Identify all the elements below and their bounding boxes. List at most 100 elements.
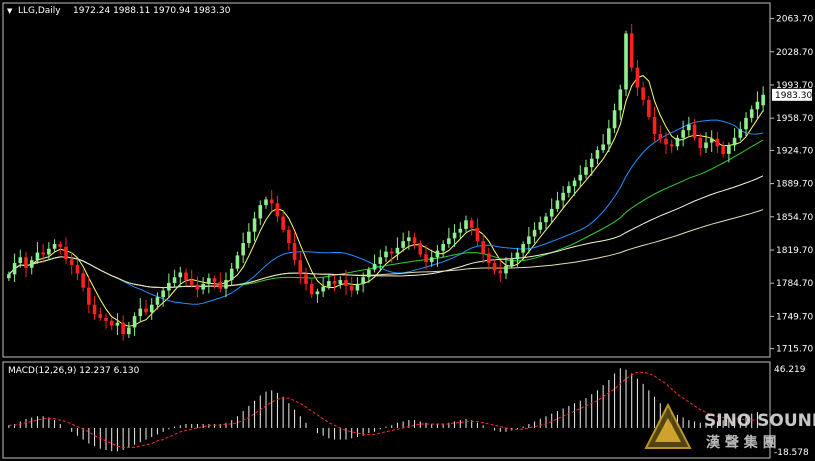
- candle-body: [669, 144, 674, 147]
- candle-body: [412, 237, 417, 244]
- candle-body: [447, 238, 451, 245]
- macd-signal-line: [8, 371, 758, 448]
- candle-body: [584, 167, 588, 175]
- price-tick-label: 1854.70: [776, 213, 813, 223]
- candle-body: [64, 246, 68, 260]
- collapse-arrow-icon[interactable]: ▼: [7, 7, 13, 15]
- candle-body: [652, 116, 657, 134]
- candle-body: [555, 200, 560, 209]
- candle-body: [229, 268, 234, 281]
- candle-body: [149, 304, 154, 313]
- candle-body: [601, 144, 605, 151]
- candle-body: [35, 252, 40, 261]
- candle-body: [589, 158, 594, 168]
- candle-body: [641, 87, 645, 100]
- candle-body: [624, 33, 628, 90]
- watermark-cjk: 漢 聲 集 團: [706, 434, 777, 451]
- candle-body: [98, 314, 103, 319]
- candle-body: [47, 248, 51, 255]
- candle-body: [658, 133, 663, 139]
- candle-body: [81, 273, 85, 288]
- candle-body: [327, 281, 331, 287]
- candle-body: [424, 254, 428, 263]
- ma-slow-line: [8, 209, 764, 289]
- candle-body: [464, 220, 468, 229]
- candle-body: [572, 180, 577, 187]
- candle-body: [355, 283, 360, 291]
- candle-body: [247, 231, 251, 244]
- candle-body: [732, 137, 737, 146]
- candle-body: [189, 280, 194, 285]
- candle-body: [681, 130, 685, 138]
- candle-body: [612, 110, 617, 129]
- candle-body: [361, 277, 365, 284]
- price-tick-label: 1924.70: [776, 146, 813, 156]
- candle-body: [24, 257, 28, 268]
- candle-body: [389, 251, 394, 254]
- macd-indicator-label: MACD(12,26,9) 12.237 6.130: [8, 366, 140, 376]
- candle-body: [292, 243, 297, 261]
- candle-body: [692, 124, 697, 138]
- candle-body: [269, 199, 274, 204]
- candle-body: [309, 283, 314, 295]
- candle-body: [532, 229, 537, 237]
- candlesticks[interactable]: [7, 23, 765, 341]
- candle-body: [132, 316, 137, 328]
- candle-body: [538, 222, 543, 230]
- candle-body: [441, 244, 445, 251]
- candle-body: [664, 138, 668, 145]
- candle-body: [429, 257, 434, 263]
- candle-body: [618, 89, 623, 111]
- price-tick-label: 1715.70: [776, 345, 813, 355]
- candle-body: [338, 280, 343, 284]
- candle-body: [527, 236, 531, 245]
- logo-icon: [644, 402, 692, 449]
- candle-body: [452, 232, 457, 239]
- current-price-label: 1983.30: [775, 91, 812, 101]
- macd-panel-frame: [2, 361, 771, 459]
- candle-body: [384, 251, 388, 258]
- macd-panel[interactable]: [2, 361, 771, 459]
- candle-body: [264, 199, 268, 206]
- candle-body: [481, 241, 485, 254]
- price-tick-label: 1958.70: [776, 114, 813, 124]
- candle-body: [395, 247, 400, 254]
- candle-body: [161, 290, 165, 298]
- price-panel[interactable]: [2, 2, 771, 358]
- candle-body: [41, 252, 45, 255]
- candle-body: [544, 216, 548, 223]
- candle-body: [212, 278, 217, 282]
- candle-body: [155, 297, 160, 305]
- candle-body: [58, 244, 63, 247]
- candle-body: [687, 124, 691, 131]
- candle-body: [201, 283, 205, 290]
- chart-ohlc: 1972.24 1988.11 1970.94 1983.30: [73, 6, 231, 16]
- price-panel-frame: [2, 2, 771, 358]
- price-tick-label: 1889.70: [776, 180, 813, 190]
- candle-body: [144, 308, 148, 313]
- candle-body: [709, 138, 714, 143]
- candle-body: [475, 227, 480, 242]
- candle-body: [178, 272, 183, 278]
- candle-body: [29, 260, 34, 268]
- candle-body: [578, 174, 583, 181]
- candle-body: [344, 280, 348, 286]
- candle-body: [378, 257, 383, 264]
- chart-symbol: LLG,Daily: [18, 6, 61, 16]
- candle-body: [761, 94, 765, 106]
- candle-body: [549, 208, 554, 217]
- candle-body: [281, 216, 285, 230]
- macd-axis-max: 46.219: [774, 365, 806, 375]
- candle-body: [12, 262, 17, 275]
- candle-body: [561, 192, 565, 201]
- candle-body: [744, 117, 748, 130]
- candle-body: [241, 243, 245, 256]
- candle-body: [218, 281, 223, 289]
- candle-body: [224, 280, 228, 289]
- candle-body: [418, 243, 423, 255]
- candle-body: [635, 67, 640, 88]
- candle-body: [92, 304, 97, 315]
- price-tick-label: 1749.70: [776, 312, 813, 322]
